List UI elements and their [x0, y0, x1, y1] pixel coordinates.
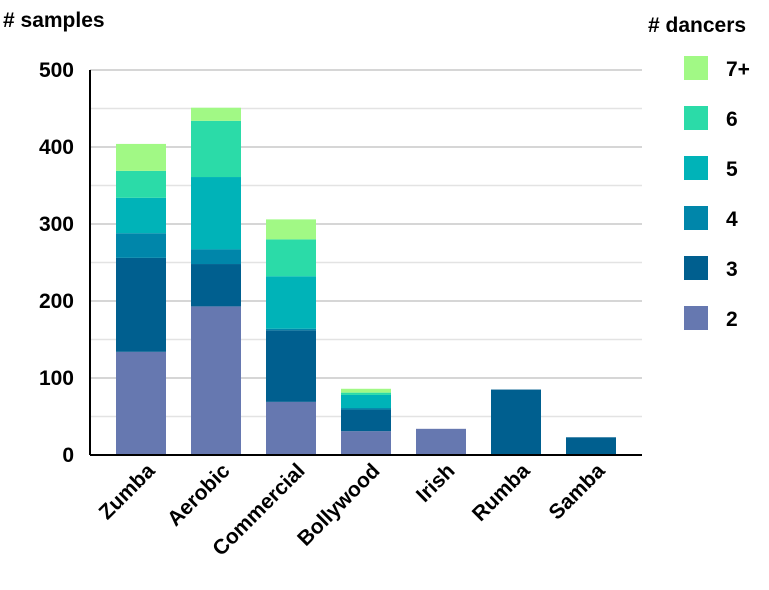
bar-segment-bollywood-2: [341, 431, 391, 455]
bar-segment-commercial-2: [266, 401, 316, 455]
legend-swatch-7plus: [684, 56, 708, 80]
x-tick-label-irish: Irish: [412, 459, 460, 507]
bar-segment-bollywood-6: [341, 392, 391, 395]
x-tick-label-aerobic: Aerobic: [163, 459, 235, 531]
y-tick-label: 200: [39, 290, 74, 313]
legend-title: # dancers: [648, 14, 746, 37]
bar-segment-zumba-5: [116, 197, 166, 234]
y-tick-labels: 0 100 200 300 400 500: [39, 59, 74, 467]
bar-segment-zumba-4: [116, 233, 166, 258]
bar-segment-commercial-7plus: [266, 219, 316, 240]
bars: [116, 107, 616, 455]
legend-label-2: 2: [726, 308, 738, 331]
bar-segment-bollywood-5: [341, 394, 391, 409]
y-tick-label: 100: [39, 367, 74, 390]
bar-segment-samba-3: [566, 437, 616, 455]
bar-segment-zumba-6: [116, 170, 166, 198]
bar-segment-commercial-4: [266, 328, 316, 331]
bar-segment-aerobic-3: [191, 264, 241, 307]
bar-segment-aerobic-5: [191, 177, 241, 250]
legend: # dancers 7+ 6 5 4 3 2: [648, 14, 750, 331]
bar-segment-commercial-5: [266, 276, 316, 329]
legend-label-3: 3: [726, 258, 738, 281]
y-axis-title: # samples: [3, 9, 105, 32]
bar-segment-bollywood-4: [341, 408, 391, 410]
axes: [89, 70, 642, 456]
bar-segment-bollywood-3: [341, 409, 391, 432]
legend-swatch-3: [684, 256, 708, 280]
y-tick-label: 500: [39, 59, 74, 82]
bar-segment-aerobic-7plus: [191, 107, 241, 121]
bar-segment-irish-2: [416, 428, 466, 455]
x-tick-label-samba: Samba: [545, 459, 610, 524]
bar-segment-commercial-3: [266, 330, 316, 402]
bar-segment-zumba-7plus: [116, 143, 166, 171]
bar-segment-zumba-2: [116, 351, 166, 455]
x-tick-label-rumba: Rumba: [468, 459, 535, 526]
legend-swatch-5: [684, 156, 708, 180]
legend-label-4: 4: [726, 208, 738, 231]
legend-swatch-6: [684, 106, 708, 130]
y-tick-label: 300: [39, 213, 74, 236]
bar-segment-aerobic-6: [191, 120, 241, 178]
legend-swatch-4: [684, 206, 708, 230]
x-tick-label-zumba: Zumba: [95, 459, 160, 524]
legend-label-7plus: 7+: [726, 58, 750, 81]
bar-segment-zumba-3: [116, 257, 166, 352]
bar-segment-aerobic-4: [191, 249, 241, 265]
y-tick-label: 400: [39, 136, 74, 159]
legend-label-6: 6: [726, 108, 738, 131]
gridlines: [90, 69, 642, 418]
y-tick-label: 0: [62, 444, 74, 467]
legend-label-5: 5: [726, 158, 738, 181]
bar-segment-rumba-3: [491, 389, 541, 455]
bar-segment-bollywood-7plus: [341, 388, 391, 393]
bar-segment-aerobic-2: [191, 306, 241, 455]
legend-swatch-2: [684, 306, 708, 330]
bar-segment-commercial-6: [266, 239, 316, 277]
